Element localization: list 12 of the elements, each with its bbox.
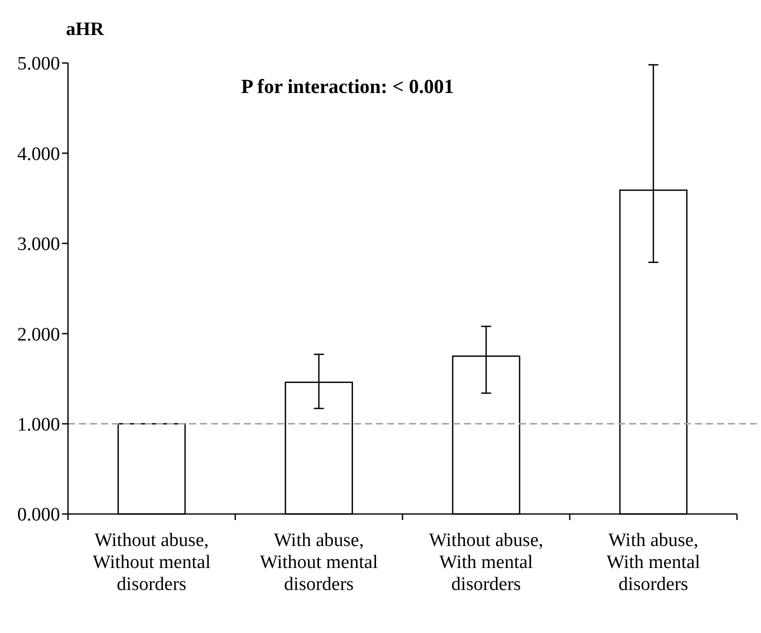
y-axis-title: aHR (66, 19, 104, 40)
x-tick-label: With abuse, With mental disorders (606, 530, 700, 595)
annotation: P for interaction: < 0.001 (241, 76, 454, 98)
y-tick-label: 0.000 (17, 504, 60, 526)
y-tick-label: 3.000 (17, 234, 60, 256)
x-tick-label: Without abuse, Without mental disorders (92, 530, 211, 595)
x-tick-label: With abuse, Without mental disorders (260, 530, 378, 595)
y-tick-label: 2.000 (17, 324, 60, 346)
x-tick-label: Without abuse, With mental disorders (428, 530, 544, 595)
y-tick-label: 5.000 (17, 54, 60, 75)
y-tick-label: 1.000 (17, 414, 60, 436)
y-tick-label: 4.000 (17, 144, 60, 165)
